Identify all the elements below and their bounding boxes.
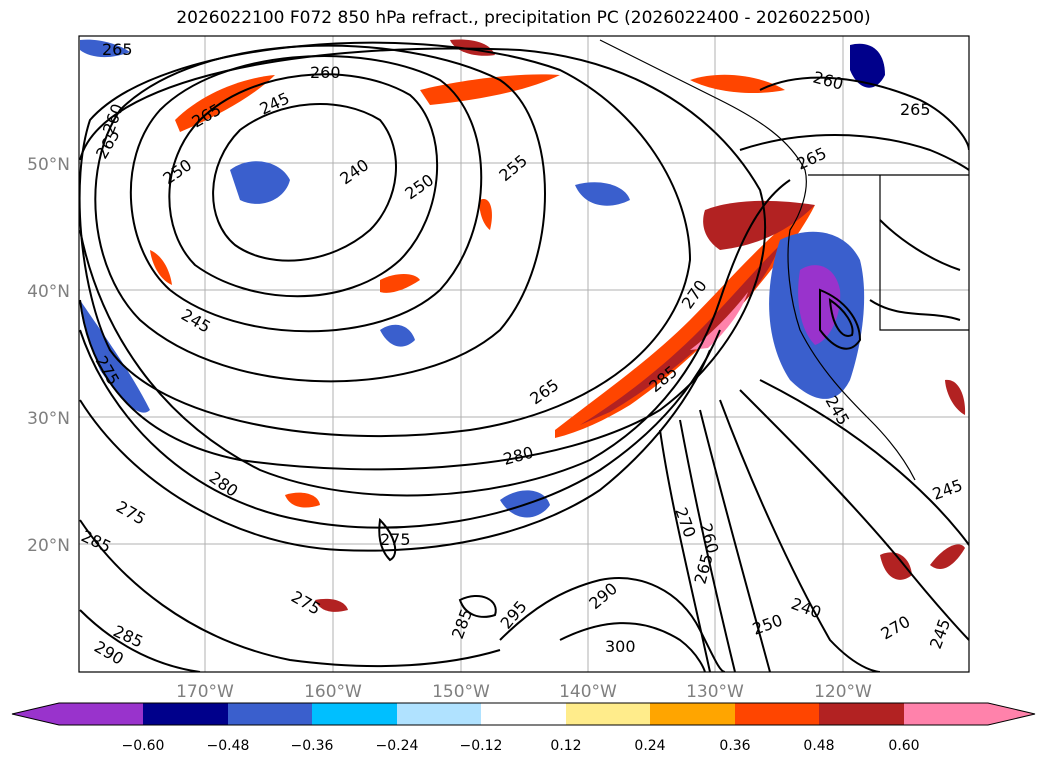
contour-label: 260 xyxy=(310,63,341,82)
colorbar-segment xyxy=(904,703,988,725)
colorbar-segment xyxy=(481,703,566,725)
colorbar-ticks: −0.60 −0.48 −0.36 −0.24 −0.12 0.12 0.24 … xyxy=(122,738,920,754)
lat-label: 40°N xyxy=(27,282,70,302)
colorbar-segment xyxy=(819,703,904,725)
lon-label: 140°W xyxy=(559,682,617,702)
colorbar-tick: 0.60 xyxy=(888,738,919,754)
contour-label: 275 xyxy=(380,530,411,549)
precip-neg-small xyxy=(380,324,415,347)
colorbar-segments xyxy=(11,702,1036,726)
contour-250-s xyxy=(699,409,771,672)
contour-245-ring xyxy=(168,73,439,298)
colorbar-segment xyxy=(312,703,397,725)
precip-pos-south xyxy=(285,492,320,508)
contour-coast-knot2 xyxy=(828,298,854,337)
lat-label: 20°N xyxy=(27,536,70,556)
lon-label: 120°W xyxy=(814,682,872,702)
contour-275 xyxy=(79,329,721,529)
contour-260-ne xyxy=(759,76,969,151)
lat-label: 30°N xyxy=(27,409,70,429)
contour-260-s1 xyxy=(659,429,711,672)
precip-neg-nw xyxy=(80,39,130,58)
contour-245-s xyxy=(739,389,969,641)
contour-loop-south xyxy=(458,595,497,618)
colorbar-tick: −0.48 xyxy=(207,738,250,754)
colorbar-tick: −0.36 xyxy=(291,738,334,754)
colorbar-tick: 0.36 xyxy=(719,738,750,754)
colorbar-extend-max xyxy=(988,703,1035,725)
precip-pos-west xyxy=(150,250,172,285)
map-title: 2026022100 F072 850 hPa refract., precip… xyxy=(176,8,871,28)
longitude-axis: 170°W 160°W 150°W 140°W 130°W 120°W xyxy=(176,682,872,702)
contour-265 xyxy=(79,47,767,471)
refractivity-contours xyxy=(79,41,969,672)
contour-300 xyxy=(559,622,706,672)
contour-hawaii xyxy=(378,517,397,562)
contour-240-ring xyxy=(212,103,397,262)
contour-285 xyxy=(79,519,501,668)
precip-pos-se2 xyxy=(930,544,965,569)
colorbar-tick: 0.24 xyxy=(634,738,665,754)
lon-label: 150°W xyxy=(432,682,490,702)
lon-label: 170°W xyxy=(176,682,234,702)
precip-pos-south2 xyxy=(315,598,348,612)
contour-260-ring xyxy=(79,41,692,438)
colorbar-outline xyxy=(11,702,1036,726)
contour-250-ring xyxy=(129,55,483,333)
contour-240-s xyxy=(719,399,881,672)
lon-label: 160°W xyxy=(304,682,362,702)
precip-neg-low xyxy=(230,161,290,204)
lat-label: 50°N xyxy=(27,155,70,175)
precip-neg-north xyxy=(850,43,885,88)
map-frame xyxy=(78,35,970,673)
precip-pos-east xyxy=(945,379,966,415)
contour-280 xyxy=(79,349,711,552)
contour-290 xyxy=(79,609,201,672)
colorbar-extend-min xyxy=(12,703,59,725)
contour-label: 300 xyxy=(605,637,636,656)
colorbar-tick: 0.48 xyxy=(803,738,834,754)
precip-pos-se xyxy=(880,552,912,580)
colorbar-tick: −0.60 xyxy=(122,738,165,754)
colorbar-tick: 0.12 xyxy=(550,738,581,754)
colorbar-tick: −0.12 xyxy=(460,738,503,754)
map-area: 265 260 260 265 245 240 250 255 265 260 … xyxy=(79,36,969,672)
precip-pos-center xyxy=(479,199,492,230)
lon-label: 130°W xyxy=(686,682,744,702)
colorbar-segment xyxy=(735,703,819,725)
contour-inland-2 xyxy=(869,299,961,321)
colorbar-tick: −0.24 xyxy=(376,738,419,754)
colorbar-segment xyxy=(397,703,481,725)
colorbar-segment xyxy=(59,703,143,725)
contour-label: 265 xyxy=(900,100,931,119)
contour-265-ne xyxy=(739,134,969,171)
state-borders xyxy=(879,175,969,331)
colorbar: −0.60 −0.48 −0.36 −0.24 −0.12 0.12 0.24 … xyxy=(11,702,1036,754)
coast-north-america xyxy=(599,39,916,481)
contour-270 xyxy=(79,179,791,497)
contour-label: 265 xyxy=(102,40,133,59)
precip-pos-mid xyxy=(380,274,420,293)
colorbar-segment xyxy=(143,703,228,725)
coastline xyxy=(599,39,969,481)
contour-245-se xyxy=(759,379,969,546)
colorbar-segment xyxy=(566,703,650,725)
contour-coast-knot xyxy=(819,288,862,350)
contour-inland-1 xyxy=(879,219,961,271)
colorbar-segment xyxy=(228,703,312,725)
contour-265-s xyxy=(679,419,736,672)
precip-frontal-north xyxy=(703,200,815,250)
colorbar-segment xyxy=(650,703,735,725)
contour-295 xyxy=(499,577,726,672)
contour-255-ring xyxy=(94,44,546,383)
precip-neg-mid xyxy=(575,182,630,206)
precip-pos-north xyxy=(420,74,560,105)
precip-band-warm xyxy=(555,205,815,438)
latitude-axis: 50°N 40°N 30°N 20°N xyxy=(27,155,70,556)
